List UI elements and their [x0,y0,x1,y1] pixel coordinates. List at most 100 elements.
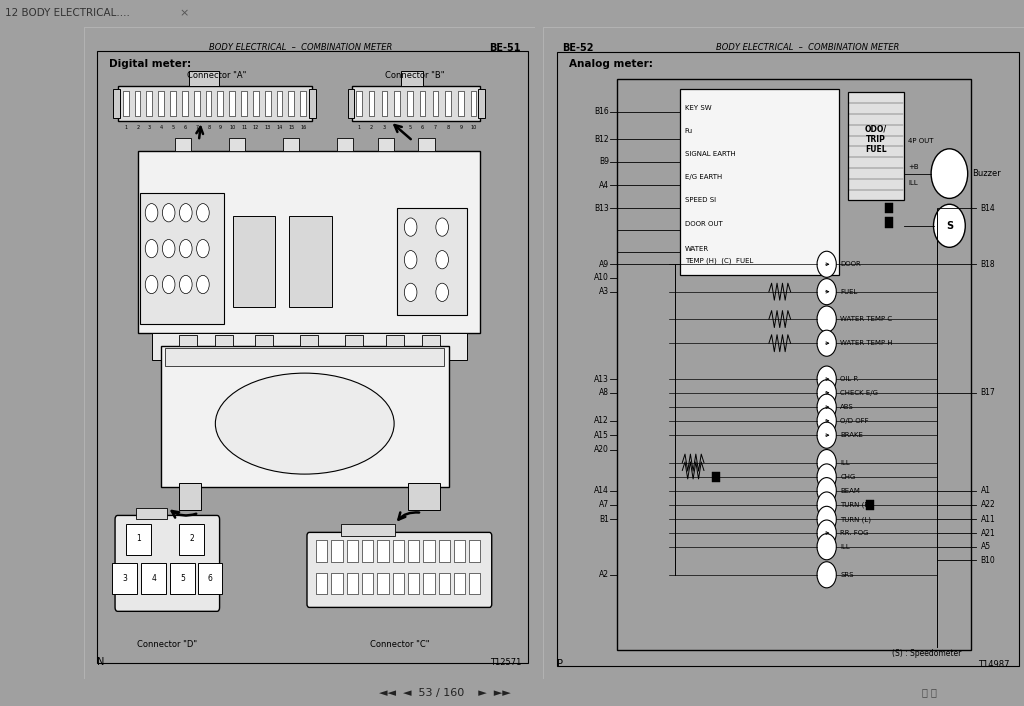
Circle shape [817,464,837,490]
Bar [161,347,449,486]
Text: B17: B17 [981,388,995,397]
Text: A3: A3 [599,287,609,297]
Bar [394,91,399,116]
Bar [114,89,120,118]
Bar [458,91,464,116]
Bar [140,193,223,323]
FancyBboxPatch shape [115,515,219,611]
Bar [123,91,129,116]
Text: BODY ELECTRICAL  –  COMBINATION METER: BODY ELECTRICAL – COMBINATION METER [209,43,392,52]
Text: B13: B13 [594,203,609,213]
Bar [438,573,450,594]
Bar [206,91,211,116]
Bar [118,85,311,121]
Text: OIL P.: OIL P. [840,376,859,382]
Text: DOOR OUT: DOOR OUT [685,222,723,227]
Text: P: P [557,659,563,669]
Circle shape [163,275,175,294]
Bar [400,71,423,85]
Text: 6: 6 [183,125,186,130]
Text: 5: 5 [409,125,412,130]
Bar [454,573,465,594]
Bar [408,91,413,116]
Text: B1: B1 [599,515,609,524]
Text: 8: 8 [207,125,210,130]
Circle shape [163,203,175,222]
Text: Connector "A": Connector "A" [187,71,247,80]
Text: 4: 4 [395,125,398,130]
Text: ABS: ABS [840,404,854,410]
Text: A13: A13 [594,375,609,383]
Text: 6: 6 [421,125,424,130]
Text: 3: 3 [148,125,152,130]
Bar [408,573,419,594]
Circle shape [817,492,837,518]
Bar [229,91,236,116]
Text: BEAM: BEAM [840,488,860,493]
Text: A7: A7 [599,501,609,510]
Text: 4: 4 [152,573,157,582]
Bar [347,540,358,562]
Bar [232,216,275,307]
Text: 5: 5 [180,573,185,582]
Circle shape [934,204,966,247]
Circle shape [404,283,417,301]
Text: CHECK E/G: CHECK E/G [840,390,879,396]
Text: Connector "D": Connector "D" [137,640,198,649]
Text: SIGNAL EARTH: SIGNAL EARTH [685,151,735,157]
Text: T14987: T14987 [978,660,1010,669]
Bar [337,138,353,151]
Circle shape [404,251,417,269]
Bar [126,524,152,555]
Bar [229,138,246,151]
Bar [377,573,388,594]
Bar [418,138,434,151]
Bar [712,472,720,482]
Text: B18: B18 [981,260,995,269]
Text: 12: 12 [253,125,259,130]
Circle shape [817,366,837,392]
Bar [241,91,247,116]
Text: ILL: ILL [840,544,850,550]
Bar [680,89,839,275]
Text: A1: A1 [981,486,990,495]
Text: B10: B10 [981,556,995,565]
Bar [141,563,166,594]
Bar [345,335,364,347]
Ellipse shape [215,373,394,474]
Bar [361,573,373,594]
Bar [423,540,434,562]
Circle shape [817,380,837,406]
Circle shape [817,520,837,546]
Text: WATER: WATER [685,246,709,251]
Text: 9: 9 [460,125,463,130]
Text: 2: 2 [370,125,373,130]
Bar [420,91,425,116]
Text: Buzzer: Buzzer [973,169,1001,178]
Circle shape [145,203,158,222]
Text: 7: 7 [196,125,199,130]
Circle shape [817,251,837,277]
Text: +B: +B [908,164,920,170]
Text: 4P OUT: 4P OUT [908,138,934,144]
Text: BODY ELECTRICAL  –  COMBINATION METER: BODY ELECTRICAL – COMBINATION METER [716,43,899,52]
Text: A9: A9 [599,260,609,269]
Text: A15: A15 [594,431,609,440]
Circle shape [197,275,209,294]
Bar [178,335,197,347]
Bar [369,91,375,116]
Text: A20: A20 [594,445,609,454]
Text: E/G EARTH: E/G EARTH [685,174,722,180]
Bar [253,91,259,116]
Bar [377,540,388,562]
Text: ILL: ILL [908,181,919,186]
Bar [112,563,136,594]
Text: CHG: CHG [840,474,855,480]
Bar [170,563,196,594]
Text: 3: 3 [383,125,386,130]
Bar [217,91,223,116]
Text: 3: 3 [122,573,127,582]
Bar [300,91,306,116]
Text: SRS: SRS [840,572,854,578]
Circle shape [817,506,837,532]
